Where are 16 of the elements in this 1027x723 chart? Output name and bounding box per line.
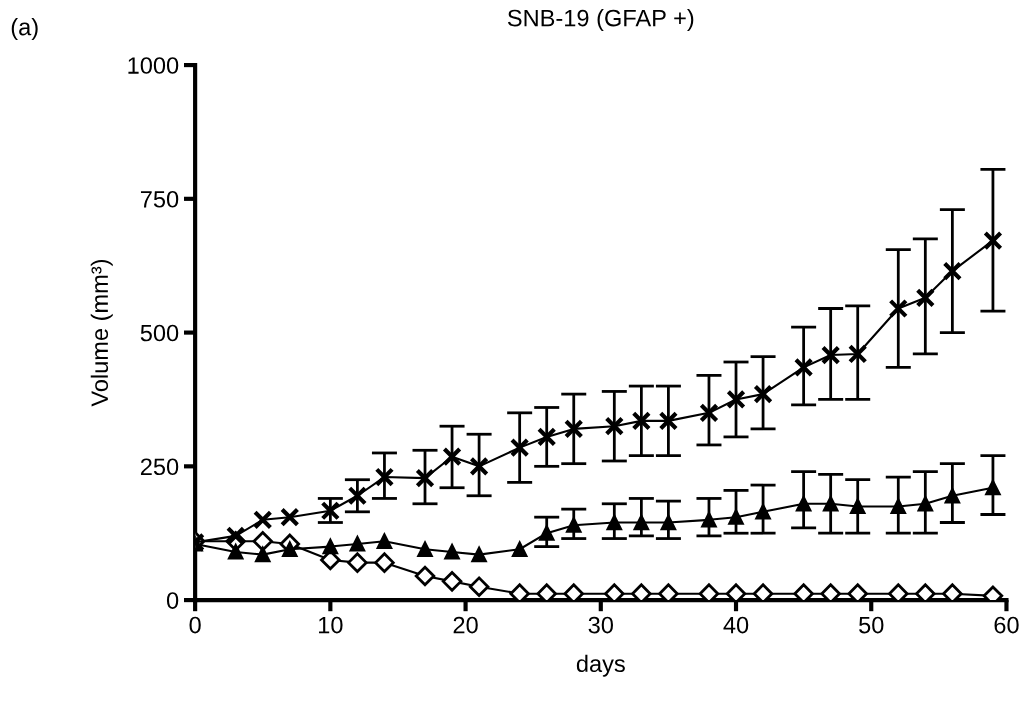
x-tick-label: 40: [723, 616, 749, 634]
y-tick-label: 750: [140, 190, 179, 208]
y-axis-title: Volume (mm³): [90, 259, 113, 407]
y-tick-label: 0: [166, 592, 179, 609]
x-tick-label: 60: [994, 616, 1019, 634]
x-tick-label: 30: [588, 616, 613, 634]
x-tick-label: 50: [859, 616, 884, 634]
chart-title: SNB-19 (GFAP +): [507, 9, 694, 32]
x-tick-label: 10: [319, 616, 343, 634]
y-tick-label: 250: [140, 458, 179, 476]
y-tick-label: 500: [140, 324, 179, 342]
x-tick-label: 20: [453, 616, 478, 634]
x-tick-label: 0: [189, 616, 201, 634]
y-tick-label: 1000: [128, 57, 179, 74]
text: (a): [11, 18, 38, 41]
x-axis-title: days: [576, 654, 625, 677]
